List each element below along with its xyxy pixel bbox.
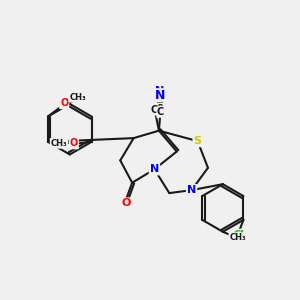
Text: CH₃: CH₃	[51, 139, 67, 148]
Text: CH₃: CH₃	[69, 93, 86, 102]
Text: CH₃: CH₃	[230, 233, 246, 242]
Text: O: O	[70, 138, 78, 148]
Text: N: N	[187, 185, 196, 195]
Text: N: N	[150, 164, 159, 174]
Text: O: O	[122, 199, 131, 208]
Text: C: C	[156, 104, 163, 114]
Text: C: C	[151, 105, 158, 115]
Text: O: O	[60, 98, 68, 108]
Text: S: S	[194, 136, 202, 146]
Text: N: N	[155, 89, 166, 102]
Text: N: N	[155, 86, 164, 96]
Text: Cl: Cl	[234, 230, 244, 240]
Text: C: C	[157, 107, 164, 117]
